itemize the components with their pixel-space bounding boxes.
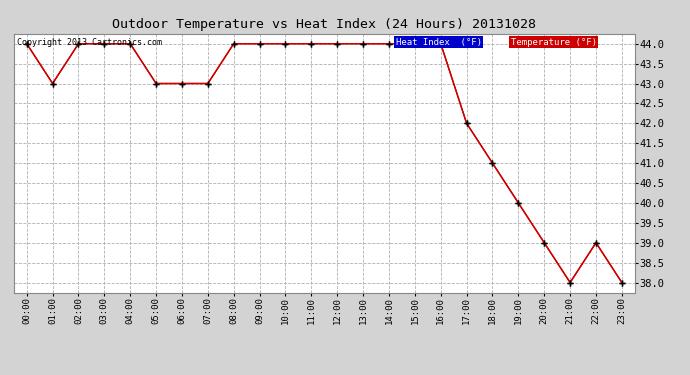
Text: Temperature (°F): Temperature (°F): [511, 38, 597, 46]
Text: Heat Index  (°F): Heat Index (°F): [396, 38, 482, 46]
Title: Outdoor Temperature vs Heat Index (24 Hours) 20131028: Outdoor Temperature vs Heat Index (24 Ho…: [112, 18, 536, 31]
Text: Copyright 2013 Cartronics.com: Copyright 2013 Cartronics.com: [17, 38, 162, 46]
